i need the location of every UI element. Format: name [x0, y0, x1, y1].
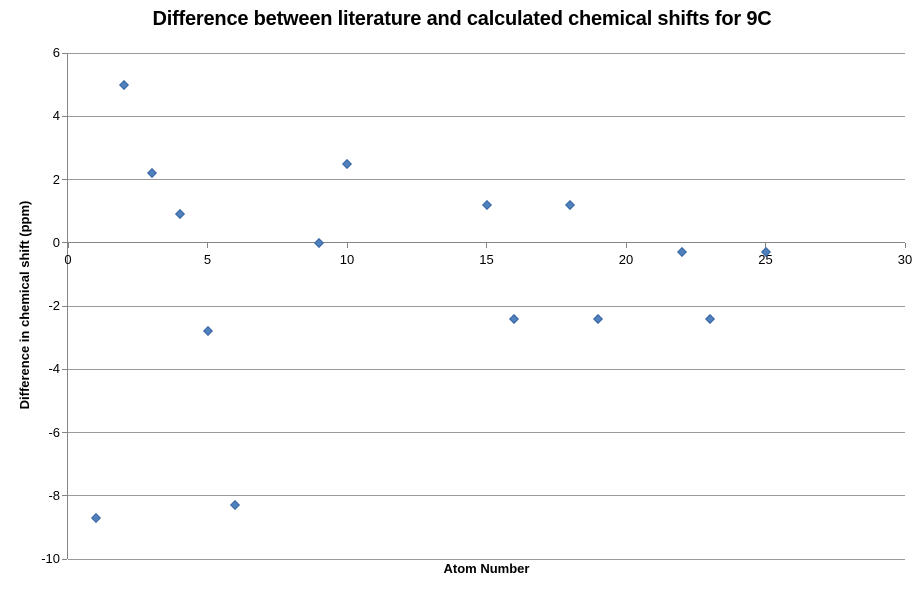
y-axis-tick	[62, 242, 67, 244]
x-axis-tick	[486, 242, 487, 248]
gridline	[68, 52, 905, 54]
data-point-marker	[509, 313, 520, 324]
data-point-marker	[146, 168, 157, 179]
y-axis-tick	[62, 305, 67, 307]
x-axis-tick	[765, 242, 766, 248]
y-tick-label: 4	[52, 108, 60, 124]
data-point-marker	[202, 326, 213, 337]
y-tick-label: -10	[41, 551, 60, 566]
gridline	[68, 558, 905, 560]
y-tick-label: 2	[52, 171, 60, 187]
y-axis-tick	[62, 368, 67, 370]
data-point-marker	[593, 313, 604, 324]
x-axis-tick	[625, 242, 627, 248]
data-point-marker	[118, 79, 129, 90]
y-axis-tick	[62, 179, 67, 180]
x-tick-label: 30	[897, 251, 913, 267]
y-tick-label: 0	[52, 234, 60, 250]
gridline	[68, 305, 905, 307]
data-point-marker	[230, 500, 241, 511]
data-point-marker	[565, 199, 576, 210]
data-point-marker	[174, 209, 185, 220]
x-axis-tick	[904, 242, 906, 248]
x-tick-label: 5	[203, 251, 212, 267]
y-tick-label: 6	[52, 45, 60, 60]
x-tick-label: 15	[479, 251, 494, 267]
gridline	[68, 179, 905, 180]
data-point-marker	[342, 158, 352, 169]
data-point-marker	[704, 313, 715, 324]
chart-title: Difference between literature and calcul…	[152, 8, 772, 30]
data-point-marker	[314, 237, 325, 248]
y-axis-tick	[62, 115, 67, 117]
data-point-marker	[676, 247, 687, 258]
gridline	[68, 495, 905, 497]
data-point-marker	[90, 512, 101, 523]
y-axis-tick	[62, 495, 67, 497]
y-tick-label: -2	[48, 298, 60, 313]
x-axis-tick	[67, 242, 69, 248]
y-axis-tick	[62, 432, 67, 433]
gridline	[68, 432, 905, 433]
gridline	[68, 115, 905, 117]
x-axis-tick	[207, 242, 208, 248]
data-point-marker	[481, 199, 492, 210]
y-tick-label: -4	[48, 361, 60, 377]
y-axis-tick	[62, 52, 67, 54]
x-axis-tick	[346, 242, 348, 248]
x-axis-title: Atom Number	[443, 561, 530, 576]
y-tick-label: -6	[48, 424, 60, 440]
y-tick-label: -8	[48, 487, 60, 503]
y-axis-line	[67, 53, 68, 559]
x-tick-label: 20	[618, 251, 634, 267]
x-tick-label: 0	[64, 251, 72, 267]
gridline	[68, 368, 905, 370]
x-tick-label: 10	[339, 251, 355, 267]
x-tick-label: 25	[758, 251, 773, 267]
y-axis-tick	[62, 558, 67, 560]
plot-area: 6 4 2 0 -2 -4 -6 -8 -10 0 5 10 15 20 25 30	[41, 46, 912, 566]
